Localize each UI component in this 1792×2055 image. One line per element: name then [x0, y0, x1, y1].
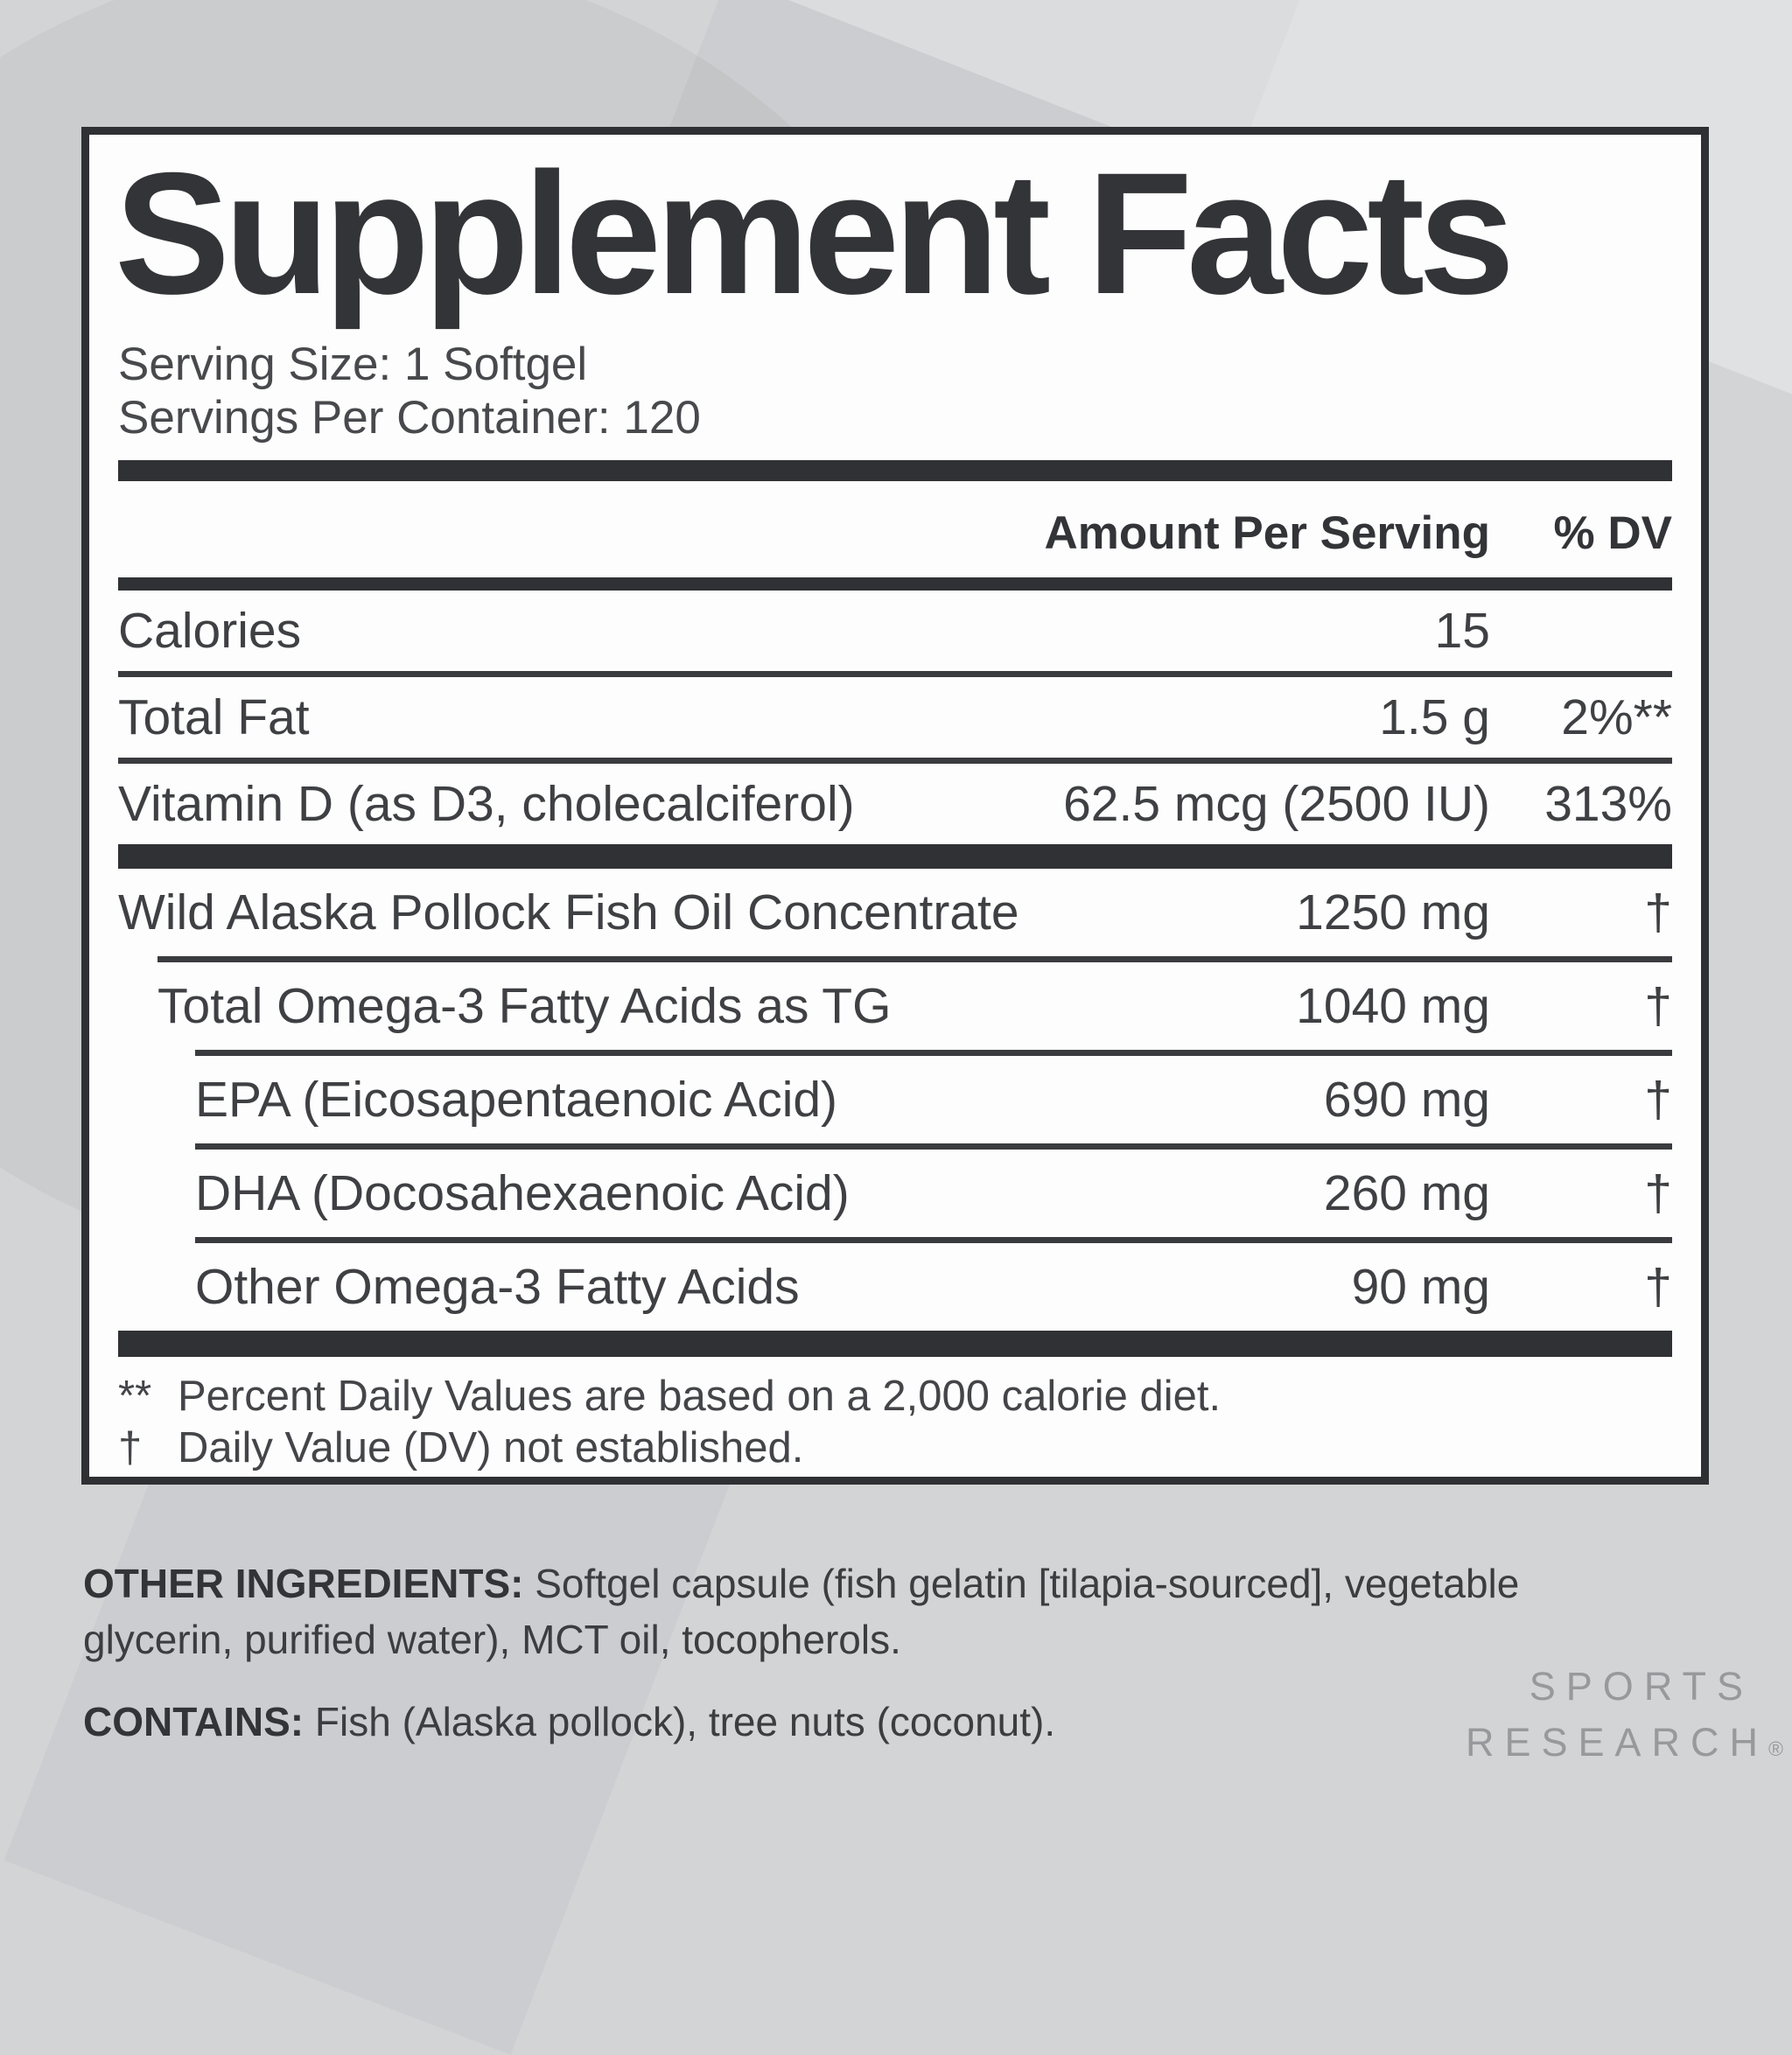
contains-text: Fish (Alaska pollock), tree nuts (coconu…: [304, 1699, 1056, 1744]
table-row: Calories 15: [118, 591, 1672, 671]
footnote-daily-values: ** Percent Daily Values are based on a 2…: [118, 1371, 1672, 1422]
footnote-symbol: †: [118, 1423, 143, 1471]
nutrient-dv: †: [1644, 1071, 1672, 1128]
footnotes: ** Percent Daily Values are based on a 2…: [118, 1371, 1672, 1474]
other-ingredients-label: OTHER INGREDIENTS:: [83, 1561, 524, 1606]
column-header-dv: % DV: [1553, 507, 1672, 559]
supplement-facts-panel: Supplement Facts Serving Size: 1 Softgel…: [81, 127, 1709, 1485]
row-separator: [118, 757, 1672, 764]
table-row: Total Omega-3 Fatty Acids as TG 1040 mg …: [118, 962, 1672, 1050]
brand-line-sports: SPORTS: [1529, 1664, 1754, 1709]
servings-per-container: Servings Per Container: 120: [118, 391, 701, 444]
footnote-symbol: **: [118, 1372, 152, 1420]
nutrient-dv: †: [1644, 884, 1672, 940]
brand-line-research: RESEARCH®: [1465, 1720, 1783, 1765]
nutrient-amount: 1250 mg: [1296, 884, 1490, 940]
table-row: DHA (Docosahexaenoic Acid) 260 mg †: [118, 1150, 1672, 1237]
nutrient-dv: 2%**: [1561, 688, 1672, 745]
thick-rule-bottom: [118, 1330, 1672, 1357]
other-ingredients-paragraph: OTHER INGREDIENTS: Softgel capsule (fish…: [83, 1555, 1614, 1667]
footnote-dv-not-established: † Daily Value (DV) not established.: [118, 1422, 1672, 1474]
medium-rule-header: [118, 577, 1672, 591]
nutrient-name: EPA (Eicosapentaenoic Acid): [195, 1071, 838, 1128]
nutrient-amount: 1.5 g: [1379, 688, 1490, 745]
row-separator: [158, 955, 1672, 962]
nutrient-name: Vitamin D (as D3, cholecalciferol): [118, 775, 855, 832]
column-header-amount: Amount Per Serving: [1044, 507, 1490, 559]
row-separator: [195, 1236, 1672, 1243]
contains-paragraph: CONTAINS: Fish (Alaska pollock), tree nu…: [83, 1694, 1614, 1750]
other-ingredients-section: OTHER INGREDIENTS: Softgel capsule (fish…: [83, 1555, 1614, 1750]
nutrient-amount: 1040 mg: [1296, 977, 1490, 1034]
nutrient-dv: 313%: [1544, 775, 1672, 832]
nutrient-amount: 260 mg: [1323, 1164, 1490, 1221]
table-row: Vitamin D (as D3, cholecalciferol) 62.5 …: [118, 764, 1672, 844]
table-row: Other Omega-3 Fatty Acids 90 mg †: [118, 1243, 1672, 1331]
row-separator: [118, 670, 1672, 677]
nutrient-name: DHA (Docosahexaenoic Acid): [195, 1164, 850, 1221]
serving-info: Serving Size: 1 Softgel Servings Per Con…: [118, 338, 1672, 444]
nutrient-amount: 90 mg: [1351, 1258, 1490, 1315]
sports-research-logo: SPORTS RESEARCH®: [1466, 1659, 1783, 1777]
nutrient-dv: †: [1644, 1258, 1672, 1315]
nutrient-name: Total Omega-3 Fatty Acids as TG: [158, 977, 892, 1034]
table-row: EPA (Eicosapentaenoic Acid) 690 mg †: [118, 1056, 1672, 1143]
table-row: Total Fat 1.5 g 2%**: [118, 677, 1672, 758]
table-row: Wild Alaska Pollock Fish Oil Concentrate…: [118, 869, 1672, 956]
nutrient-name: Other Omega-3 Fatty Acids: [195, 1258, 800, 1315]
row-separator: [195, 1143, 1672, 1150]
nutrient-name: Wild Alaska Pollock Fish Oil Concentrate: [118, 884, 1019, 940]
nutrient-name: Calories: [118, 602, 302, 659]
thick-rule-middle: [118, 843, 1672, 869]
nutrient-amount: 690 mg: [1323, 1071, 1490, 1128]
page-title: Supplement Facts: [115, 136, 1515, 330]
contains-label: CONTAINS:: [83, 1699, 304, 1744]
nutrient-dv: †: [1644, 1164, 1672, 1221]
row-separator: [195, 1049, 1672, 1056]
registered-trademark-icon: ®: [1768, 1737, 1783, 1760]
nutrient-amount: 15: [1434, 602, 1490, 659]
nutrient-dv: †: [1644, 977, 1672, 1034]
footnote-text: Percent Daily Values are based on a 2,00…: [178, 1372, 1222, 1420]
nutrient-amount: 62.5 mcg (2500 IU): [1063, 775, 1490, 832]
footnote-text: Daily Value (DV) not established.: [178, 1423, 804, 1471]
table-header: Amount Per Serving % DV: [118, 481, 1672, 577]
nutrient-name: Total Fat: [118, 688, 310, 745]
other-ingredients-text: Softgel capsule (fish gelatin [tilapia-s…: [83, 1561, 1520, 1662]
thick-rule-top: [118, 459, 1672, 481]
serving-size: Serving Size: 1 Softgel: [118, 338, 588, 390]
